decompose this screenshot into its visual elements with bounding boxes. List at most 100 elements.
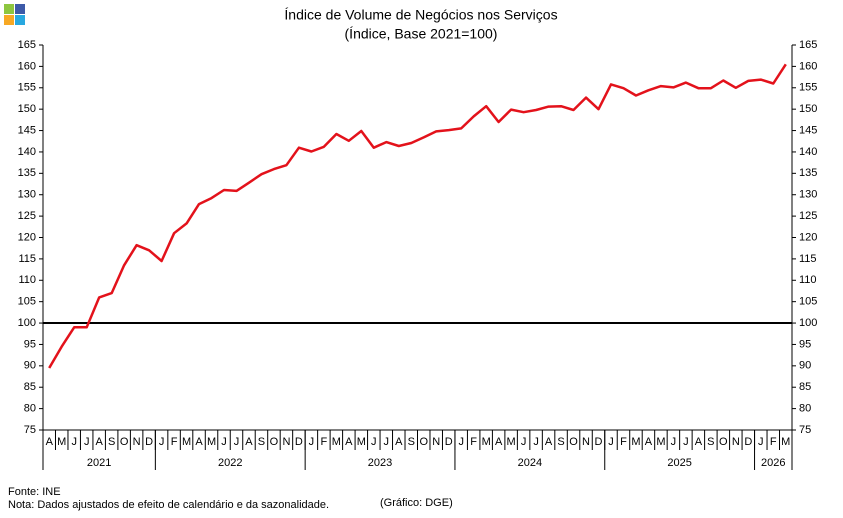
y2-tick-label: 115 [799,253,817,265]
y2-tick-label: 105 [799,296,817,308]
x-tick-label: F [171,436,178,448]
x-tick-label: D [595,436,603,448]
y-tick-label: 85 [24,381,36,393]
y-tick-label: 120 [18,231,36,243]
y-tick-label: 110 [18,274,36,286]
x-tick-label: A [195,436,203,448]
x-tick-label: M [482,436,491,448]
y2-tick-label: 95 [799,338,811,350]
y-tick-label: 155 [18,82,36,94]
x-tick-label: A [46,436,54,448]
y-tick-label: 125 [18,210,36,222]
chart-title: Índice de Volume de Negócios nos Serviço… [284,7,557,23]
x-tick-label: S [408,436,415,448]
y-tick-label: 140 [18,146,36,158]
x-tick-label: A [345,436,353,448]
group-label: 2025 [667,457,691,469]
source: Fonte: INE [8,486,61,498]
y-tick-label: 145 [18,124,36,136]
group-label: 2021 [87,457,111,469]
x-tick-label: J [71,436,77,448]
y-tick-label: 75 [24,424,36,436]
x-tick-label: M [781,436,790,448]
x-tick-label: S [108,436,115,448]
chart-subtitle: (Índice, Base 2021=100) [345,26,498,42]
note: Nota: Dados ajustados de efeito de calen… [8,499,329,511]
x-tick-label: F [470,436,477,448]
y-tick-label: 135 [18,167,36,179]
x-tick-label: M [207,436,216,448]
x-tick-label: M [507,436,516,448]
x-tick-label: J [371,436,377,448]
y2-tick-label: 125 [799,210,817,222]
y2-tick-label: 110 [799,274,817,286]
x-tick-label: D [145,436,153,448]
x-tick-label: F [321,436,328,448]
line-series [48,63,787,369]
x-tick-label: J [671,436,677,448]
x-tick-label: M [631,436,640,448]
y-tick-label: 150 [18,103,36,115]
x-tick-label: J [758,436,764,448]
y2-tick-label: 80 [799,403,811,415]
logo [4,4,25,25]
x-tick-label: J [234,436,240,448]
y2-tick-label: 160 [799,60,817,72]
x-tick-label: A [645,436,653,448]
x-tick-label: J [458,436,464,448]
x-tick-label: A [96,436,104,448]
x-tick-label: M [357,436,366,448]
x-tick-label: D [295,436,303,448]
x-tick-label: O [569,436,578,448]
y2-tick-label: 130 [799,189,817,201]
x-tick-label: N [732,436,740,448]
y-tick-label: 115 [18,253,36,265]
x-tick-label: J [521,436,527,448]
y-tick-label: 95 [24,338,36,350]
x-tick-label: F [770,436,777,448]
y2-tick-label: 85 [799,381,811,393]
x-tick-label: M [656,436,665,448]
x-tick-label: F [620,436,627,448]
credit: (Gráfico: DGE) [380,497,453,509]
x-tick-label: O [270,436,279,448]
x-tick-label: A [395,436,403,448]
x-tick-label: S [258,436,265,448]
x-tick-label: O [719,436,728,448]
x-tick-label: J [533,436,539,448]
x-tick-label: J [159,436,165,448]
x-tick-label: O [419,436,428,448]
group-label: 2023 [368,457,392,469]
x-tick-label: J [683,436,689,448]
x-tick-label: N [432,436,440,448]
y2-tick-label: 90 [799,360,811,372]
y2-tick-label: 150 [799,103,817,115]
group-label: 2026 [761,457,785,469]
x-tick-label: J [309,436,315,448]
x-tick-label: M [57,436,66,448]
x-tick-label: N [282,436,290,448]
x-tick-label: S [557,436,564,448]
y-tick-label: 165 [18,39,36,51]
y2-tick-label: 145 [799,124,817,136]
x-tick-label: D [744,436,752,448]
y-tick-label: 130 [18,189,36,201]
y2-tick-label: 100 [799,317,817,329]
x-tick-label: A [545,436,553,448]
y-tick-label: 80 [24,403,36,415]
y2-tick-label: 120 [799,231,817,243]
y-tick-label: 105 [18,296,36,308]
y2-tick-label: 140 [799,146,817,158]
group-label: 2024 [518,457,542,469]
y-tick-label: 90 [24,360,36,372]
y-tick-label: 100 [18,317,36,329]
x-tick-label: J [608,436,614,448]
x-tick-label: J [384,436,390,448]
x-tick-label: A [695,436,703,448]
y2-tick-label: 155 [799,82,817,94]
group-label: 2022 [218,457,242,469]
x-tick-label: N [582,436,590,448]
x-tick-label: O [120,436,129,448]
x-tick-label: S [707,436,714,448]
y2-tick-label: 135 [799,167,817,179]
